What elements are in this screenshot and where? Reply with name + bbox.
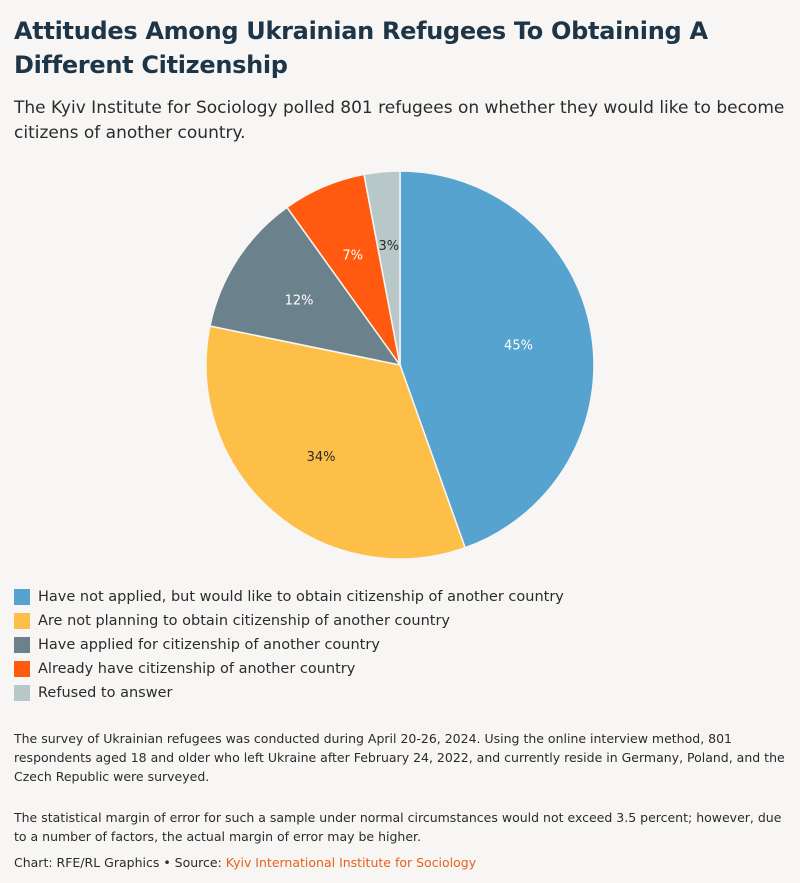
pie-slice-would-like[interactable] — [399, 170, 595, 549]
methodology-note: The survey of Ukrainian refugees was con… — [14, 731, 785, 784]
legend-item-already-have: Already have citizenship of another coun… — [14, 657, 786, 681]
source-link[interactable]: Kyiv International Institute for Sociolo… — [225, 855, 477, 870]
legend-swatch — [14, 589, 30, 605]
chart-subtitle: The Kyiv Institute for Sociology polled … — [14, 98, 785, 143]
pie-slice-refused[interactable] — [363, 170, 401, 366]
slice-label-already-have: 7% — [342, 248, 363, 263]
pie-chart: 45% 34% 12% 7% 3% — [205, 170, 595, 560]
slice-label-would-like: 45% — [504, 339, 533, 354]
legend-item-would-like: Have not applied, but would like to obta… — [14, 585, 786, 609]
chart-title: Attitudes Among Ukrainian Refugees To Ob… — [14, 17, 708, 79]
legend-label: Have applied for citizenship of another … — [38, 637, 380, 653]
pie-slice-have-applied[interactable] — [209, 206, 402, 367]
legend-label: Are not planning to obtain citizenship o… — [38, 613, 450, 629]
legend-swatch — [14, 613, 30, 629]
slice-label-have-applied: 12% — [285, 294, 314, 309]
slice-label-refused: 3% — [378, 239, 399, 254]
legend-item-have-applied: Have applied for citizenship of another … — [14, 633, 786, 657]
legend-swatch — [14, 637, 30, 653]
legend: Have not applied, but would like to obta… — [14, 585, 786, 705]
legend-swatch — [14, 661, 30, 677]
legend-label: Refused to answer — [38, 685, 173, 701]
credit-prefix: Chart: RFE/RL Graphics • Source: — [14, 855, 226, 870]
legend-item-not-planning: Are not planning to obtain citizenship o… — [14, 609, 786, 633]
legend-item-refused: Refused to answer — [14, 681, 786, 705]
slice-label-not-planning: 34% — [307, 450, 336, 465]
legend-label: Already have citizenship of another coun… — [38, 661, 356, 677]
pie-slice-not-planning[interactable] — [205, 325, 467, 560]
margin-of-error-note: The statistical margin of error for such… — [14, 810, 782, 844]
legend-label: Have not applied, but would like to obta… — [38, 589, 564, 605]
legend-swatch — [14, 685, 30, 701]
chart-credit: Chart: RFE/RL Graphics • Source: Kyiv In… — [14, 853, 476, 872]
